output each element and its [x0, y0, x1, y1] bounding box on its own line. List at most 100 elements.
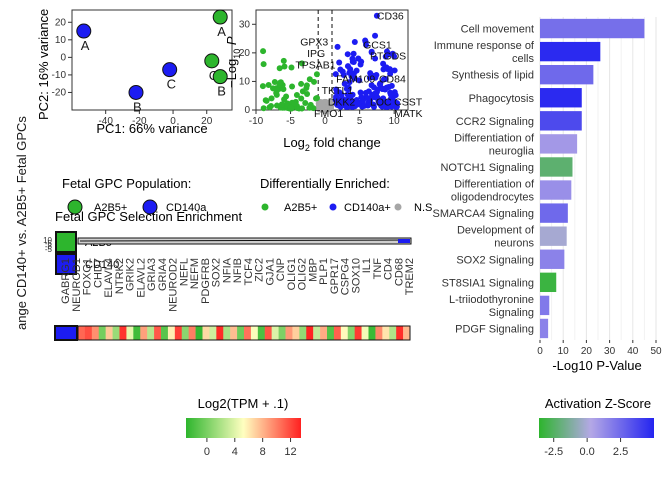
volcano-point-cd140a [358, 94, 365, 101]
volcano-point-a2b5 [273, 89, 280, 96]
pca-x-tick-label: -20 [132, 116, 147, 127]
legend-swatch-ns [394, 203, 402, 211]
volcano-x-tick-label: -10 [249, 116, 264, 127]
heatmap-cell [340, 326, 349, 340]
heatmap-cell [327, 326, 335, 340]
pca-point-label: A [81, 38, 90, 53]
heatmap-gene-label: PLP1 [318, 258, 330, 285]
volcano-y-tick-label: 10 [239, 76, 251, 87]
heatmap-gene-label: NEFM [189, 258, 201, 289]
pca-x-tick-label: -40 [98, 116, 113, 127]
colorbar-tpm-tick-label: 4 [232, 446, 238, 458]
pca-point [162, 62, 178, 78]
volcano-point-cd140a [370, 101, 377, 108]
heatmap-cell [140, 326, 148, 340]
enrichment-x-tick-label: 30 [604, 346, 616, 357]
pca-point [128, 84, 144, 100]
volcano-point-cd140a [351, 103, 358, 110]
volcano-point-a2b5 [293, 91, 300, 98]
pca-x-tick-label: 20 [201, 116, 213, 127]
enrichment-category-label: Phagocytosis [469, 93, 535, 105]
heatmap-cell [320, 326, 328, 340]
legend-item-enriched-cd140a: CD140a+ [329, 202, 391, 214]
enrichment-category-label: SMARCA4 Signaling [433, 208, 535, 220]
heatmap-cell [181, 326, 189, 340]
heatmap-gene-label: NEUROD2 [168, 258, 180, 312]
heatmap-cell [313, 326, 321, 340]
volcano-point-a2b5 [298, 60, 305, 67]
volcano-point-cd140a [345, 84, 352, 91]
volcano-point-cd140a [355, 55, 362, 62]
volcano-point-cd140a [372, 55, 379, 62]
volcano-point-cd140a [368, 49, 375, 56]
heatmap-cell [347, 326, 355, 340]
heatmap-cell [333, 326, 342, 340]
volcano-point-a2b5 [313, 71, 320, 78]
heatmap-gene-label: SOX2 [211, 258, 223, 287]
volcano-gene-label: PTGDS [370, 51, 406, 63]
heatmap-gene-label: NTRK2 [114, 258, 126, 294]
pca-point [76, 23, 92, 39]
enrichment-bar [540, 134, 578, 154]
heatmap-gene-label: CD4 [383, 258, 395, 280]
volcano-point-a2b5 [306, 104, 313, 111]
volcano-gene-label: TKTL1 [322, 85, 354, 97]
pca-y-tick-label: 0 [60, 52, 66, 63]
volcano-point-cd140a [361, 102, 368, 109]
volcano-point-a2b5 [298, 95, 305, 102]
enrichment-category-label: Differentiation of oligodendrocytes [451, 179, 535, 204]
volcano-point-cd140a [382, 53, 389, 60]
volcano-point-ns [328, 102, 335, 108]
volcano-x-tick-label: -5 [286, 116, 295, 127]
enrichment-bar [540, 88, 582, 108]
volcano-point-a2b5 [289, 83, 296, 90]
volcano-point-a2b5 [281, 63, 288, 70]
volcano-gene-label: DKK2 [328, 96, 356, 108]
volcano-point-cd140a [349, 55, 356, 62]
heatmap-gene-label: ELAVL2 [135, 258, 147, 298]
heatmap-gene-label: CSPG4 [340, 258, 352, 295]
enrichment-bar [540, 249, 565, 269]
heatmap-gene-label: SOX10 [350, 258, 362, 293]
pca-point [212, 9, 228, 25]
volcano-point-cd140a [336, 100, 343, 107]
volcano-point-a2b5 [306, 76, 313, 83]
volcano-x-axis-label: Log2 fold change [283, 135, 381, 153]
volcano-y-tick-label: 20 [239, 48, 251, 59]
pca-y-tick-label: 10 [55, 35, 67, 46]
pca-y-tick-label: 20 [55, 17, 67, 28]
heatmap-row-swatch-cd140 [55, 253, 77, 275]
colorbar-tpm-tick-label: 0 [204, 446, 210, 458]
heatmap-cell [250, 326, 259, 340]
heatmap-gene-label: NFIA [221, 257, 233, 283]
heatmap-cell [299, 326, 307, 340]
heatmap-cell [285, 326, 293, 340]
heatmap-gene-label: PDGFRB [200, 258, 212, 304]
legend-item-ns: N.S [394, 202, 432, 214]
heatmap-cell [84, 326, 93, 340]
heatmap-cell [112, 326, 120, 340]
heatmap-cell [91, 326, 100, 340]
heatmap-gene-label: ZIC2 [254, 258, 266, 282]
volcano-point-cd140a [357, 89, 364, 96]
heatmap-gene-label: GRIA4 [157, 258, 169, 291]
heatmap-cell [375, 326, 383, 340]
heatmap-cell [216, 326, 224, 340]
enrichment-panel: Cell movement Immune response of cells Synt… [433, 17, 662, 373]
pca-point [204, 53, 220, 69]
heatmap-cell [278, 326, 286, 340]
enrichment-category-label: PDGF Signaling [455, 323, 534, 335]
heatmap-tick-label: -8 [45, 242, 53, 251]
volcano-point-cd140a [380, 76, 387, 83]
heatmap-cell [244, 326, 252, 340]
volcano-point-cd140a [373, 89, 380, 96]
heatmap-tick-label: -5 [45, 239, 53, 248]
volcano-point-cd140a [392, 92, 399, 99]
heatmap-gene-label: FOXG1 [82, 258, 94, 295]
enrichment-x-tick-label: 10 [558, 346, 570, 357]
volcano-point-a2b5 [268, 95, 275, 102]
heatmap-gene-label: GABRG1 [60, 258, 72, 304]
legend-enriched-title: Differentially Enriched: [260, 176, 390, 191]
heatmap-gene-label: GJA1 [264, 258, 276, 286]
heatmap-cell [396, 326, 404, 340]
